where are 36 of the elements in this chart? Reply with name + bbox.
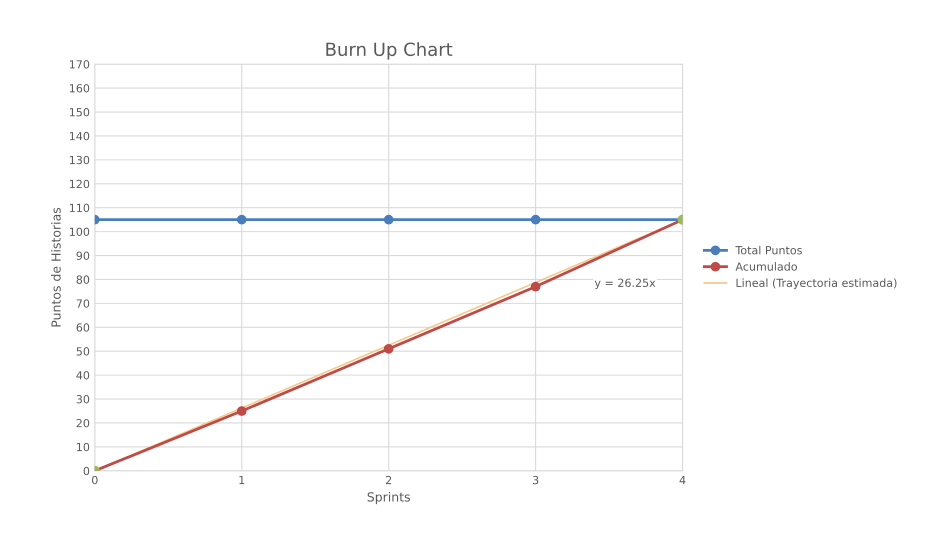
- y-tick-label: 130: [70, 156, 90, 164]
- x-tick-label: 4: [680, 476, 686, 484]
- y-tick-label: 100: [70, 228, 90, 236]
- x-tick-label: 2: [386, 476, 392, 484]
- y-tick-label: 170: [70, 60, 90, 69]
- point: [236, 214, 247, 225]
- y-tick-label: 20: [76, 418, 90, 428]
- y-tick-label: 160: [70, 84, 90, 92]
- x-tick-label: 3: [532, 476, 538, 484]
- y-tick-label: 80: [76, 275, 90, 284]
- y-tick-label: 60: [76, 323, 90, 332]
- x-axis-title: Sprints: [368, 492, 410, 504]
- y-tick-label: 120: [70, 180, 90, 188]
- legend-label: Total Puntos: [735, 246, 802, 254]
- point: [530, 214, 540, 225]
- x-tick-label: 0: [92, 476, 98, 484]
- chart-title: Burn Up Chart: [326, 42, 452, 60]
- y-tick-label: 150: [70, 108, 90, 116]
- legend-label: Acumulado: [736, 262, 797, 271]
- y-tick-label: 140: [70, 132, 90, 140]
- y-tick-label: 10: [77, 442, 90, 452]
- y-tick-label: 110: [70, 204, 90, 212]
- y-tick-label: 50: [76, 347, 90, 356]
- y-tick-label: 30: [76, 395, 90, 404]
- y-tick-label: 90: [76, 252, 90, 260]
- annotation: y = 26.25x: [594, 278, 656, 290]
- legend-label: Lineal (Trayectoria estimada): [736, 278, 896, 290]
- point: [236, 406, 247, 416]
- y-tick-label: 70: [76, 299, 90, 308]
- y-tick-label: 40: [76, 371, 90, 380]
- y-axis-title: Puntos de Historias: [51, 208, 61, 327]
- point: [384, 214, 394, 225]
- x-tick-label: 1: [239, 476, 244, 484]
- point: [530, 282, 540, 292]
- y-tick-label: 0: [84, 466, 90, 476]
- point: [384, 344, 394, 354]
